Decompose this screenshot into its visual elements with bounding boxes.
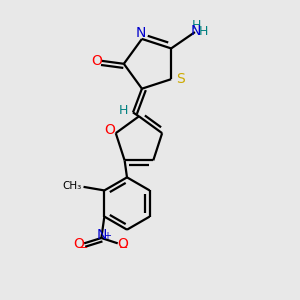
Text: +: + — [103, 231, 111, 241]
Text: N: N — [97, 228, 107, 242]
Text: −: − — [118, 243, 128, 254]
Text: H: H — [119, 104, 128, 118]
Text: O: O — [73, 237, 84, 251]
Text: S: S — [176, 72, 184, 86]
Text: N: N — [191, 24, 201, 38]
Text: −: − — [79, 243, 88, 254]
Text: N: N — [135, 26, 146, 40]
Text: O: O — [104, 123, 115, 136]
Text: H: H — [199, 25, 208, 38]
Text: O: O — [118, 237, 128, 251]
Text: CH₃: CH₃ — [63, 181, 82, 191]
Text: H: H — [192, 19, 201, 32]
Text: O: O — [91, 54, 102, 68]
